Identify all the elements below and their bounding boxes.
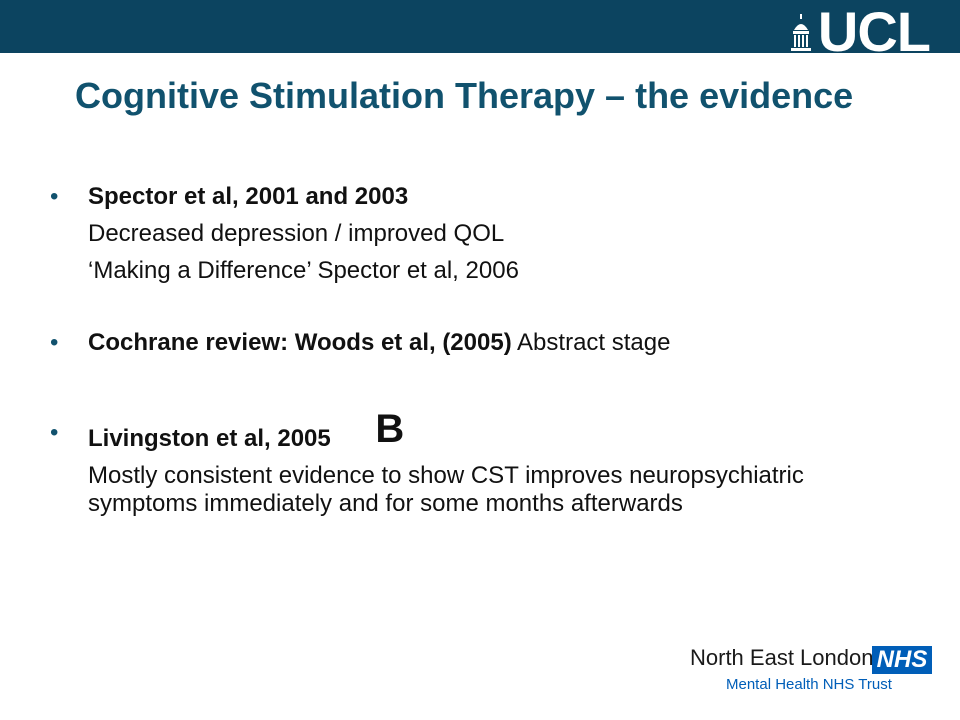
bullet-heading-rest: Abstract stage [511,329,671,356]
portico-dome-icon [790,14,811,51]
bullet-cochrane: • Cochrane review: Woods et al, (2005) A… [50,329,830,357]
header-bar: UCL [0,0,960,63]
bullet-spector: • Spector et al, 2001 and 2003 [50,183,830,211]
slide-body: • Spector et al, 2001 and 2003 Decreased… [50,183,830,518]
ucl-wordmark: UCL [817,0,931,63]
bullet-line: Decreased depression / improved QOL [88,220,505,247]
bullet-dot: • [50,419,59,446]
bullet-heading: Cochrane review: Woods et al, (2005) [88,329,512,356]
bullet-dot: • [50,183,59,210]
slide-title: Cognitive Stimulation Therapy – the evid… [75,75,854,116]
bullet-line: Mostly consistent evidence to show CST i… [88,462,804,517]
ucl-logo: UCL [790,0,931,63]
bullet-heading: Spector et al, 2001 and 2003 [88,183,409,210]
nhs-trust-logo: North East London NHS Mental Health NHS … [690,642,936,698]
nhs-badge: NHS [872,646,932,674]
bullet-heading: Livingston et al, 2005 [88,425,331,452]
bullet-livingston: • Livingston et al, 2005 B [50,409,830,453]
evidence-grade: B [375,407,405,451]
trust-subtitle: Mental Health NHS Trust [726,676,892,693]
trust-org-name: North East London [690,645,874,670]
bullet-dot: • [50,329,59,356]
bullet-line: ‘Making a Difference’ Spector et al, 200… [88,257,519,284]
